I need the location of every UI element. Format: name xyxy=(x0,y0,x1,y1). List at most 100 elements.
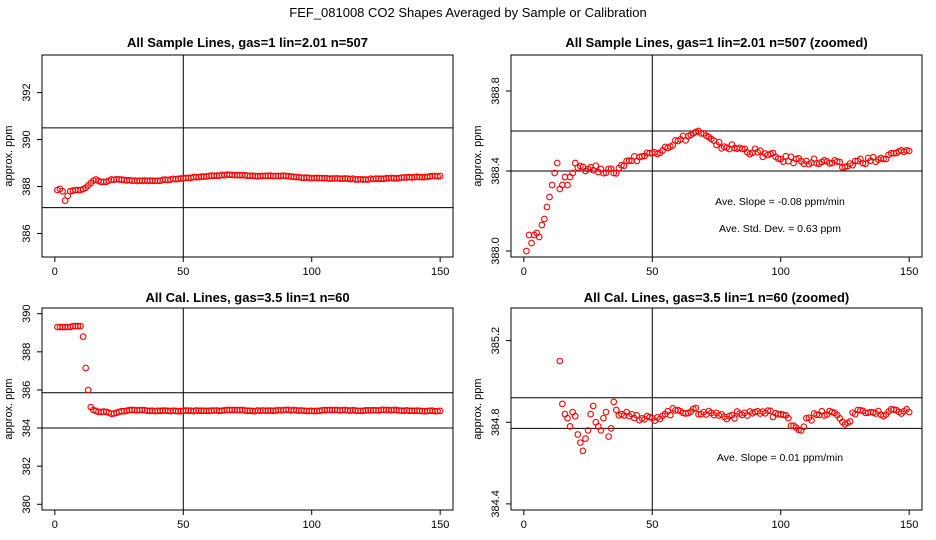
data-point xyxy=(541,215,548,223)
y-axis-label: approx. ppm xyxy=(3,125,15,186)
data-point xyxy=(669,142,677,149)
data-point xyxy=(553,159,561,167)
data-point xyxy=(528,239,535,247)
x-tick-label: 100 xyxy=(303,519,321,531)
data-point xyxy=(579,447,587,455)
data-point xyxy=(84,386,92,394)
data-point xyxy=(792,155,800,163)
data-point xyxy=(434,407,441,415)
data-point xyxy=(764,407,772,414)
x-tick-label: 100 xyxy=(303,266,321,278)
data-point xyxy=(785,414,792,422)
data-point xyxy=(612,406,620,414)
page-title: FEF_081008 CO2 Shapes Averaged by Sample… xyxy=(289,5,647,20)
data-point xyxy=(738,145,746,153)
data-point xyxy=(638,153,646,160)
data-point xyxy=(779,411,787,419)
data-point xyxy=(833,158,841,165)
y-axis-label: approx. ppm xyxy=(472,378,484,439)
data-point xyxy=(571,412,579,420)
x-tick-label: 0 xyxy=(521,266,527,278)
data-point xyxy=(602,408,610,416)
data-point xyxy=(846,418,854,425)
data-point xyxy=(605,433,612,440)
y-axis-label: approx. ppm xyxy=(472,125,484,186)
data-point xyxy=(625,157,633,164)
x-tick-label: 100 xyxy=(772,266,790,278)
data-point xyxy=(856,406,864,414)
x-tick-label: 50 xyxy=(177,266,189,278)
plot-frame xyxy=(510,307,923,511)
data-point xyxy=(548,181,556,189)
x-tick-label: 100 xyxy=(772,519,790,531)
data-point xyxy=(903,147,910,154)
data-point xyxy=(813,411,821,419)
y-tick-label: 392 xyxy=(21,83,33,101)
data-point xyxy=(543,203,551,211)
data-point xyxy=(566,422,574,430)
y-tick-label: 388.4 xyxy=(490,157,502,185)
y-tick-label: 388.0 xyxy=(490,237,502,265)
chart-title: All Sample Lines, gas=1 lin=2.01 n=507 (… xyxy=(565,35,867,50)
y-tick-label: 388.8 xyxy=(490,77,502,105)
data-point xyxy=(836,158,844,166)
data-point xyxy=(808,417,815,424)
data-point xyxy=(731,415,738,422)
chart-panel-4: All Cal. Lines, gas=3.5 lin=1 n=60 (zoom… xyxy=(472,290,923,531)
y-tick-label: 384.8 xyxy=(490,408,502,436)
y-tick-label: 380 xyxy=(21,495,33,513)
data-point xyxy=(569,169,577,177)
data-point xyxy=(564,414,571,422)
data-point xyxy=(715,138,723,146)
data-point xyxy=(577,439,584,447)
data-point xyxy=(564,181,571,189)
y-tick-label: 384 xyxy=(21,419,33,437)
data-point xyxy=(584,427,592,434)
data-point xyxy=(800,423,808,431)
data-point xyxy=(82,364,90,372)
data-point xyxy=(880,155,887,163)
y-tick-label: 382 xyxy=(21,457,33,475)
data-point xyxy=(538,221,546,229)
x-tick-label: 0 xyxy=(52,266,58,278)
y-tick-label: 386 xyxy=(21,224,33,242)
data-point xyxy=(610,169,618,177)
data-point xyxy=(556,357,564,365)
data-point xyxy=(605,165,612,173)
data-point xyxy=(574,431,582,438)
data-point xyxy=(905,408,913,416)
y-tick-label: 388 xyxy=(21,177,33,195)
data-point xyxy=(905,147,913,155)
data-point xyxy=(523,247,530,255)
stat-annotation: Ave. Slope = 0.01 ppm/min xyxy=(717,452,843,464)
data-point xyxy=(767,407,774,415)
stat-annotation: Ave. Std. Dev. = 0.63 ppm xyxy=(719,223,841,235)
y-axis-label: approx. ppm xyxy=(3,378,15,439)
data-point xyxy=(589,402,597,410)
data-point xyxy=(546,193,553,201)
data-point xyxy=(436,407,444,415)
y-tick-label: 385.2 xyxy=(490,327,502,355)
stat-annotation: Ave. Slope = -0.08 ppm/min xyxy=(715,196,845,208)
data-point xyxy=(607,425,615,432)
data-point xyxy=(582,435,589,442)
data-point xyxy=(74,322,82,330)
y-tick-label: 384.4 xyxy=(490,490,502,518)
data-point xyxy=(434,173,441,180)
chart-panel-2: All Sample Lines, gas=1 lin=2.01 n=507 (… xyxy=(472,35,923,278)
chart-title: All Cal. Lines, gas=3.5 lin=1 n=60 (zoom… xyxy=(584,290,850,305)
x-tick-label: 50 xyxy=(646,266,658,278)
x-tick-label: 0 xyxy=(52,519,58,531)
data-point xyxy=(59,187,66,195)
data-point xyxy=(600,414,607,422)
data-point xyxy=(862,160,869,168)
data-point xyxy=(77,322,84,330)
data-point xyxy=(597,427,605,434)
data-point xyxy=(600,169,607,177)
x-tick-label: 150 xyxy=(900,519,918,531)
y-tick-label: 390 xyxy=(21,130,33,148)
data-point xyxy=(610,398,618,406)
chart-panel-1: All Sample Lines, gas=1 lin=2.01 n=507 0 5… xyxy=(3,35,454,278)
data-point xyxy=(559,400,566,408)
